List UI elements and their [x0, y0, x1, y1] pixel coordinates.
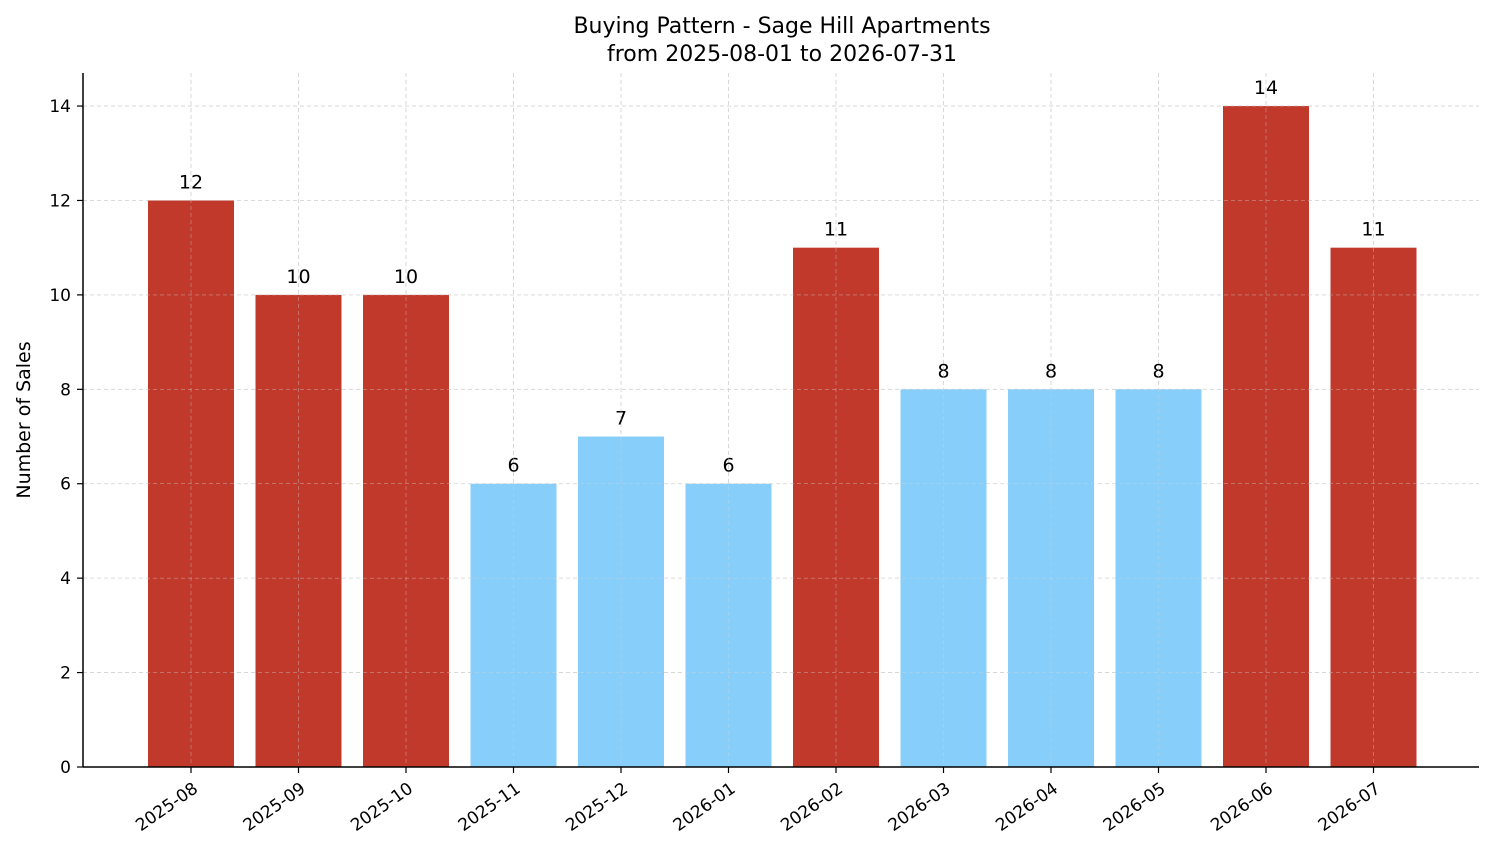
x-tick-label: 2025-12	[562, 779, 632, 836]
y-tick-label: 0	[60, 758, 71, 778]
y-tick-label: 14	[49, 97, 71, 117]
y-tick-label: 10	[49, 286, 71, 306]
y-tick-label: 8	[60, 380, 71, 400]
x-tick-label: 2026-01	[670, 779, 740, 836]
bar-2026-06	[1223, 106, 1309, 768]
x-tick-label: 2026-03	[885, 779, 955, 836]
y-tick-label: 6	[60, 475, 71, 495]
y-axis-label: Number of Sales	[13, 341, 35, 498]
x-tick-label: 2025-09	[240, 779, 310, 836]
bars	[148, 106, 1417, 768]
bar-value-label: 8	[1152, 360, 1164, 382]
axes	[82, 73, 1479, 768]
x-tick-label: 2025-11	[455, 779, 525, 836]
bar-value-label: 12	[179, 171, 203, 193]
chart-title: Buying Pattern - Sage Hill Apartments	[573, 14, 990, 39]
x-axis-ticks: 2025-08 2025-09 2025-10 2025-11 2025-12 2026-…	[132, 767, 1384, 836]
x-tick-label: 2026-05	[1100, 779, 1170, 836]
x-tick-label: 2025-08	[132, 779, 202, 836]
y-axis-ticks: 0 2 4 6 8 10 12 14	[49, 97, 83, 778]
x-tick-label: 2026-06	[1207, 779, 1277, 836]
x-tick-label: 2026-07	[1315, 779, 1385, 836]
x-tick-label: 2026-02	[777, 779, 847, 836]
bar-value-label: 8	[1045, 360, 1057, 382]
y-tick-label: 2	[60, 664, 71, 684]
y-tick-label: 4	[60, 569, 71, 589]
x-tick-label: 2025-10	[347, 779, 417, 836]
chart-subtitle: from 2025-08-01 to 2026-07-31	[607, 42, 957, 67]
x-tick-label: 2026-04	[992, 779, 1062, 836]
y-tick-label: 12	[49, 191, 71, 211]
bar-value-label: 8	[937, 360, 949, 382]
